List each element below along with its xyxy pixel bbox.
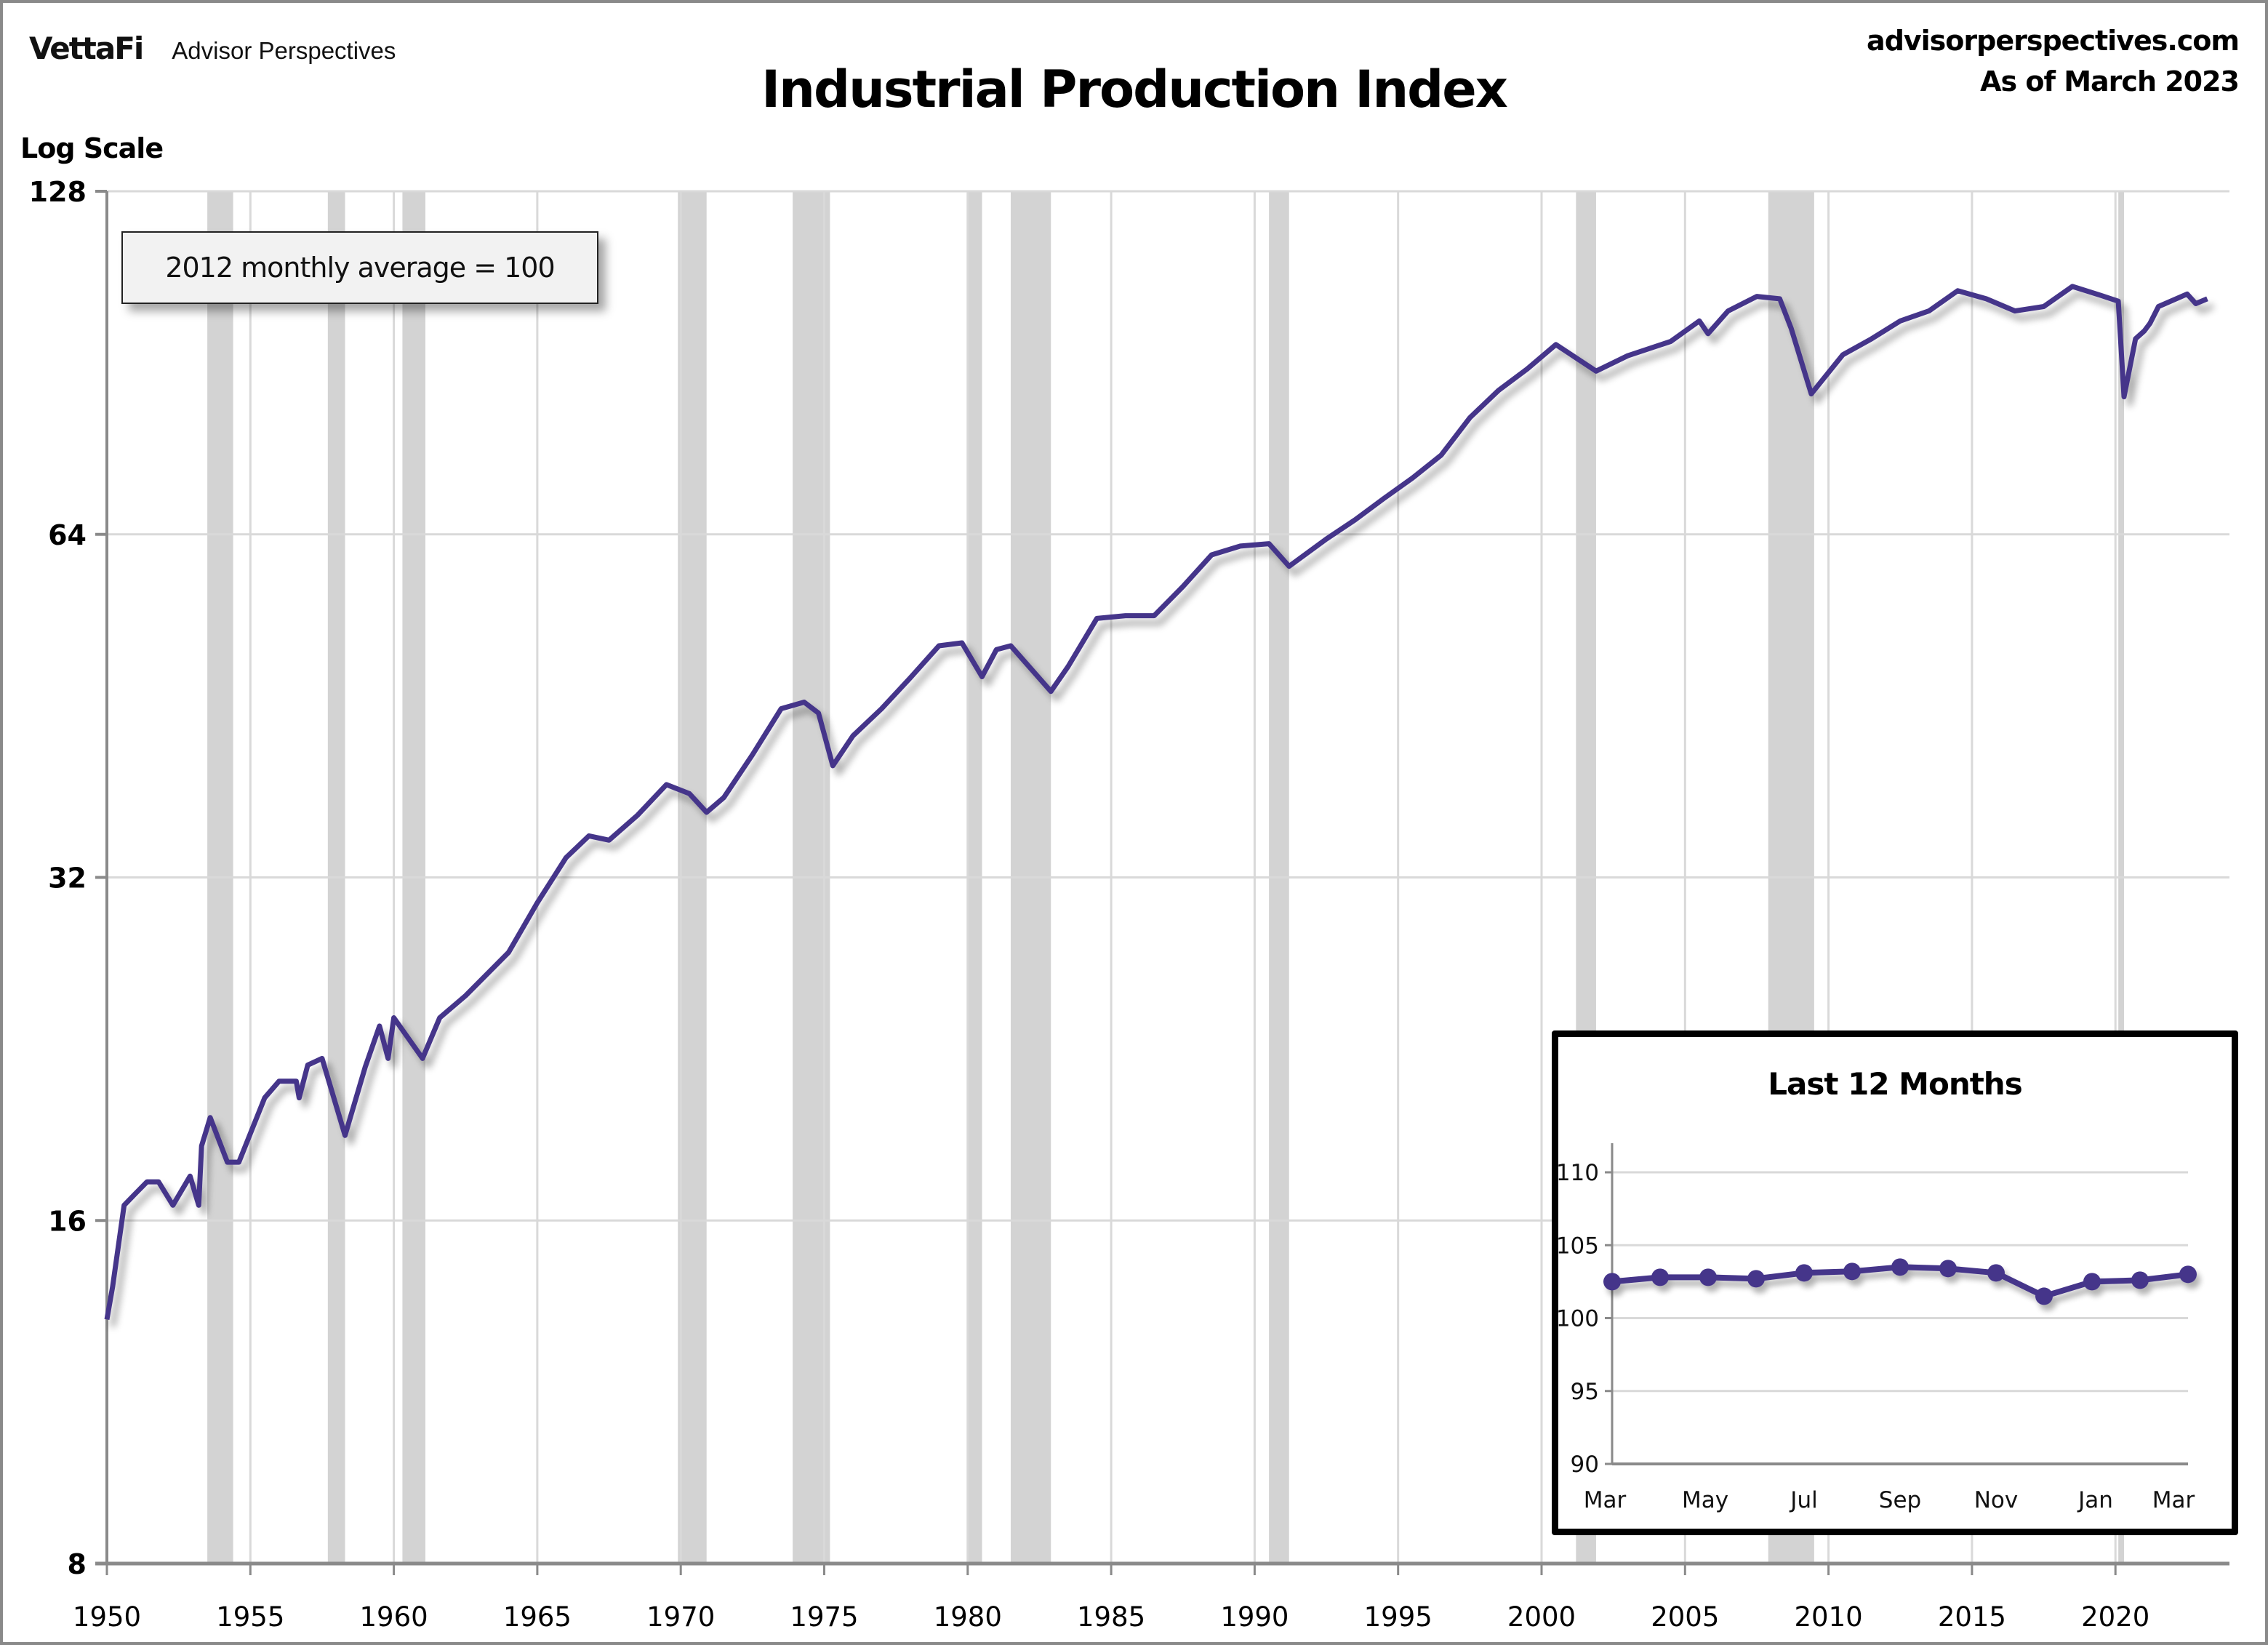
as-of-date: As of March 2023 [1980, 65, 2240, 97]
inset-x-tick-label: Jul [1789, 1487, 1817, 1513]
inset-data-point [2131, 1271, 2149, 1289]
x-tick-label: 1995 [1364, 1601, 1432, 1633]
x-tick-labels: 1950 1955 1960 1965 1970 1975 1980 1985 1990 1995… [73, 1601, 2149, 1633]
series-line-industrial-production [104, 284, 2208, 1321]
x-tick-label: 2020 [2081, 1601, 2149, 1633]
inset-data-point [1987, 1264, 2005, 1282]
inset-y-tick-labels: 90 95 100 105 110 [1558, 1160, 1599, 1478]
y-tick-label: 16 [48, 1205, 87, 1237]
x-tick-label: 1975 [790, 1601, 858, 1633]
inset-data-point [1651, 1268, 1669, 1286]
x-tick-label: 1985 [1077, 1601, 1145, 1633]
inset-last-12-months: Last 12 Months 90 95 100 105 110 Mar May Jul Se… [1552, 1030, 2238, 1535]
inset-data-point [1939, 1260, 1957, 1278]
brand-name: Advisor Perspectives [172, 37, 396, 64]
vettafi-logo: VettaFi [29, 31, 144, 66]
axes [95, 190, 2229, 1575]
inset-x-tick-label: Jan [2077, 1487, 2113, 1513]
y-axis-label: Log Scale [20, 132, 164, 164]
inset-x-tick-label: Mar [1584, 1487, 1627, 1513]
inset-y-tick-label: 105 [1558, 1233, 1599, 1259]
x-tick-label: 2010 [1795, 1601, 1863, 1633]
inset-data-point [2179, 1265, 2197, 1284]
x-tick-label: 1980 [934, 1601, 1002, 1633]
inset-title: Last 12 Months [1768, 1066, 2022, 1102]
x-tick-label: 2000 [1507, 1601, 1576, 1633]
inset-x-tick-label: May [1682, 1487, 1728, 1513]
inset-gridlines [1605, 1143, 2188, 1465]
x-tick-label: 2005 [1651, 1601, 1719, 1633]
x-tick-label: 1970 [646, 1601, 715, 1633]
y-tick-label: 8 [68, 1548, 87, 1580]
inset-data-point [1699, 1268, 1717, 1286]
x-tick-label: 2015 [1938, 1601, 2006, 1633]
inset-series [1603, 1258, 2197, 1305]
brand-header: VettaFi Advisor Perspectives [29, 31, 396, 66]
x-tick-label: 1950 [73, 1601, 141, 1633]
inset-data-point [1603, 1273, 1621, 1291]
chart-title: Industrial Production Index [761, 60, 1508, 119]
inset-data-point [2035, 1287, 2053, 1305]
y-tick-label: 32 [48, 862, 87, 894]
inset-x-tick-label: Nov [1974, 1487, 2019, 1513]
inset-y-tick-label: 95 [1571, 1379, 1599, 1405]
inset-data-point [2083, 1273, 2101, 1291]
inset-y-tick-label: 90 [1571, 1452, 1599, 1478]
x-tick-label: 1965 [503, 1601, 572, 1633]
inset-y-tick-label: 100 [1558, 1306, 1599, 1332]
inset-y-tick-label: 110 [1558, 1160, 1599, 1186]
inset-x-tick-label: Mar [2152, 1487, 2195, 1513]
y-tick-label: 64 [48, 519, 87, 551]
inset-data-point [1843, 1262, 1861, 1281]
base-period-note: 2012 monthly average = 100 [121, 231, 598, 304]
x-tick-label: 1960 [360, 1601, 428, 1633]
inset-data-point [1891, 1258, 1909, 1276]
source-info: advisorperspectives.com As of March 2023 [1867, 20, 2240, 102]
website-label: advisorperspectives.com [1867, 25, 2240, 57]
y-tick-label: 128 [29, 176, 87, 208]
y-tick-labels: 8 16 32 64 128 [29, 176, 87, 1580]
inset-data-point [1747, 1270, 1765, 1288]
inset-x-tick-label: Sep [1879, 1487, 1921, 1513]
inset-data-point [1795, 1264, 1813, 1282]
inset-x-tick-labels: Mar May Jul Sep Nov Jan Mar [1584, 1487, 2195, 1513]
x-tick-label: 1955 [216, 1601, 284, 1633]
inset-chart: 90 95 100 105 110 Mar May Jul Sep Nov Jan Mar [1558, 1143, 2197, 1513]
x-tick-label: 1990 [1220, 1601, 1289, 1633]
